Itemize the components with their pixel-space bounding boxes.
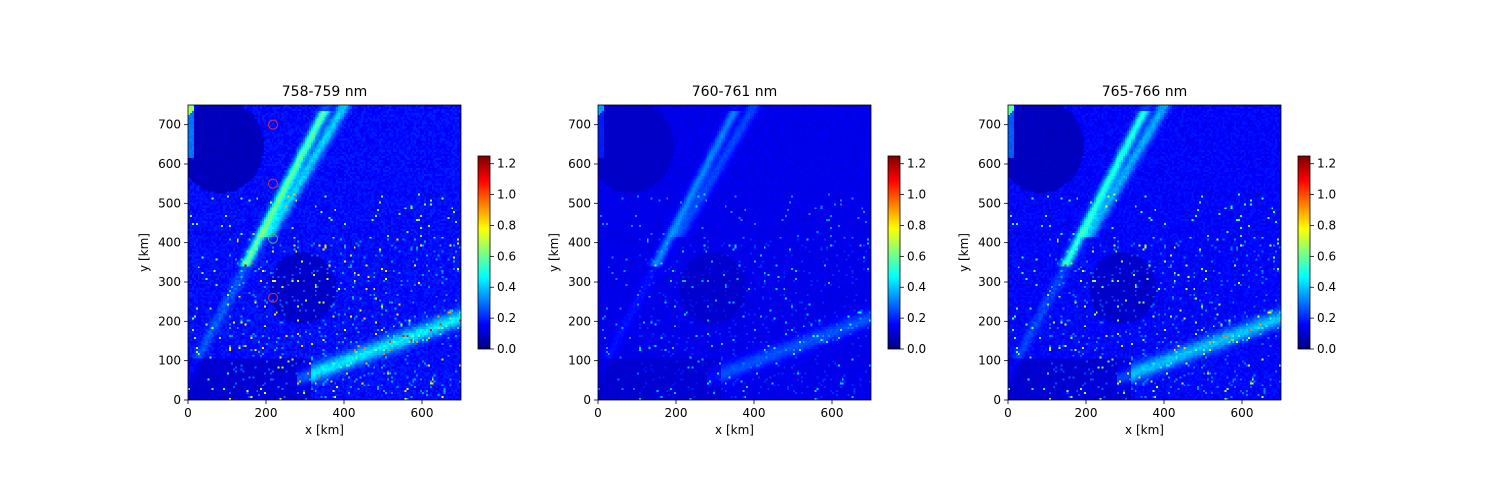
y-tick-label: 400: [978, 236, 1001, 250]
x-tick-label: 200: [1075, 406, 1098, 420]
subplot-3: 0 200 400 600 0 100 200 300 400 500 600 700 765-766 …: [957, 84, 1336, 437]
y-axis-label: y [km]: [137, 233, 151, 272]
axes-frame: [597, 104, 872, 401]
y-tick-label: 300: [978, 275, 1001, 289]
x-tick-label: 200: [255, 406, 278, 420]
colorbar-tick-label: 0.6: [1317, 249, 1336, 263]
y-axis-label: y [km]: [957, 233, 971, 272]
colorbar-tick-label: 0.4: [907, 280, 926, 294]
y-tick-label: 0: [173, 393, 181, 407]
colorbar-tick-label: 0.2: [497, 311, 516, 325]
colorbar: [888, 156, 900, 349]
colorbar-tick-label: 1.2: [907, 157, 926, 171]
axes-frame: [187, 104, 462, 401]
heatmap-image: [598, 105, 871, 400]
x-tick-label: 200: [665, 406, 688, 420]
colorbar-tick-label: 0.4: [1317, 280, 1336, 294]
colorbar-tick-label: 0.0: [1317, 342, 1336, 356]
colorbar-frame: [477, 155, 491, 350]
y-tick-label: 200: [978, 314, 1001, 328]
colorbar-tick-label: 1.0: [497, 188, 516, 202]
axes-frame: [1007, 104, 1282, 401]
x-tick-label: 0: [184, 406, 192, 420]
colorbar-tick-label: 0.6: [907, 249, 926, 263]
x-axis-label: x [km]: [715, 423, 754, 437]
marker-2: [268, 178, 279, 189]
heatmap-image: [1008, 105, 1281, 400]
y-tick-label: 700: [568, 118, 591, 132]
x-tick-label: 400: [1153, 406, 1176, 420]
colorbar-frame: [1297, 155, 1311, 350]
colorbar-tick-label: 1.0: [907, 188, 926, 202]
colorbar-tick-label: 1.0: [1317, 188, 1336, 202]
colorbar-frame: [887, 155, 901, 350]
y-tick-label: 700: [158, 118, 181, 132]
x-tick-label: 0: [594, 406, 602, 420]
x-tick-label: 600: [821, 406, 844, 420]
y-axis-label: y [km]: [547, 233, 561, 272]
y-tick-label: 400: [158, 236, 181, 250]
y-tick-label: 200: [158, 314, 181, 328]
y-tick-label: 600: [568, 157, 591, 171]
y-tick-label: 700: [978, 118, 1001, 132]
y-tick-label: 500: [978, 196, 1001, 210]
subplot-title: 765-766 nm: [1102, 84, 1187, 100]
x-axis-label: x [km]: [305, 423, 344, 437]
colorbar-tick-label: 0.0: [907, 342, 926, 356]
x-tick-label: 400: [743, 406, 766, 420]
y-tick-label: 500: [158, 196, 181, 210]
heatmap-image: [188, 105, 461, 400]
y-tick-label: 300: [568, 275, 591, 289]
colorbar-tick-label: 0.6: [497, 249, 516, 263]
marker-3: [268, 233, 279, 244]
y-tick-label: 100: [568, 354, 591, 368]
x-tick-label: 400: [333, 406, 356, 420]
y-tick-label: 500: [568, 196, 591, 210]
colorbar-tick-label: 1.2: [1317, 157, 1336, 171]
x-tick-label: 600: [1231, 406, 1254, 420]
x-tick-label: 600: [411, 406, 434, 420]
y-tick-label: 300: [158, 275, 181, 289]
colorbar: [478, 156, 490, 349]
colorbar-tick-label: 0.2: [1317, 311, 1336, 325]
y-tick-label: 600: [978, 157, 1001, 171]
marker-4: [268, 292, 279, 303]
y-tick-label: 0: [583, 393, 591, 407]
subplot-1: 0 200 400 600 0 100 200 300 400 500 600 700 758-759 …: [137, 84, 516, 437]
y-tick-label: 100: [978, 354, 1001, 368]
colorbar-tick-label: 0.4: [497, 280, 516, 294]
colorbar: [1298, 156, 1310, 349]
colorbar-tick-label: 0.8: [497, 218, 516, 232]
colorbar-tick-label: 0.8: [1317, 218, 1336, 232]
marker-1: [268, 119, 279, 130]
colorbar-tick-label: 0.2: [907, 311, 926, 325]
subplot-2: 0 200 400 600 0 100 200 300 400 500 600 700 760-761 …: [547, 84, 926, 437]
colorbar-tick-label: 0.0: [497, 342, 516, 356]
x-axis-label: x [km]: [1125, 423, 1164, 437]
colorbar-tick-label: 0.8: [907, 218, 926, 232]
subplot-title: 758-759 nm: [282, 84, 367, 100]
y-tick-label: 0: [993, 393, 1001, 407]
subplot-title: 760-761 nm: [692, 84, 777, 100]
colorbar-tick-label: 1.2: [497, 157, 516, 171]
y-tick-label: 600: [158, 157, 181, 171]
y-tick-label: 200: [568, 314, 591, 328]
x-tick-label: 0: [1004, 406, 1012, 420]
y-tick-label: 100: [158, 354, 181, 368]
y-tick-label: 400: [568, 236, 591, 250]
